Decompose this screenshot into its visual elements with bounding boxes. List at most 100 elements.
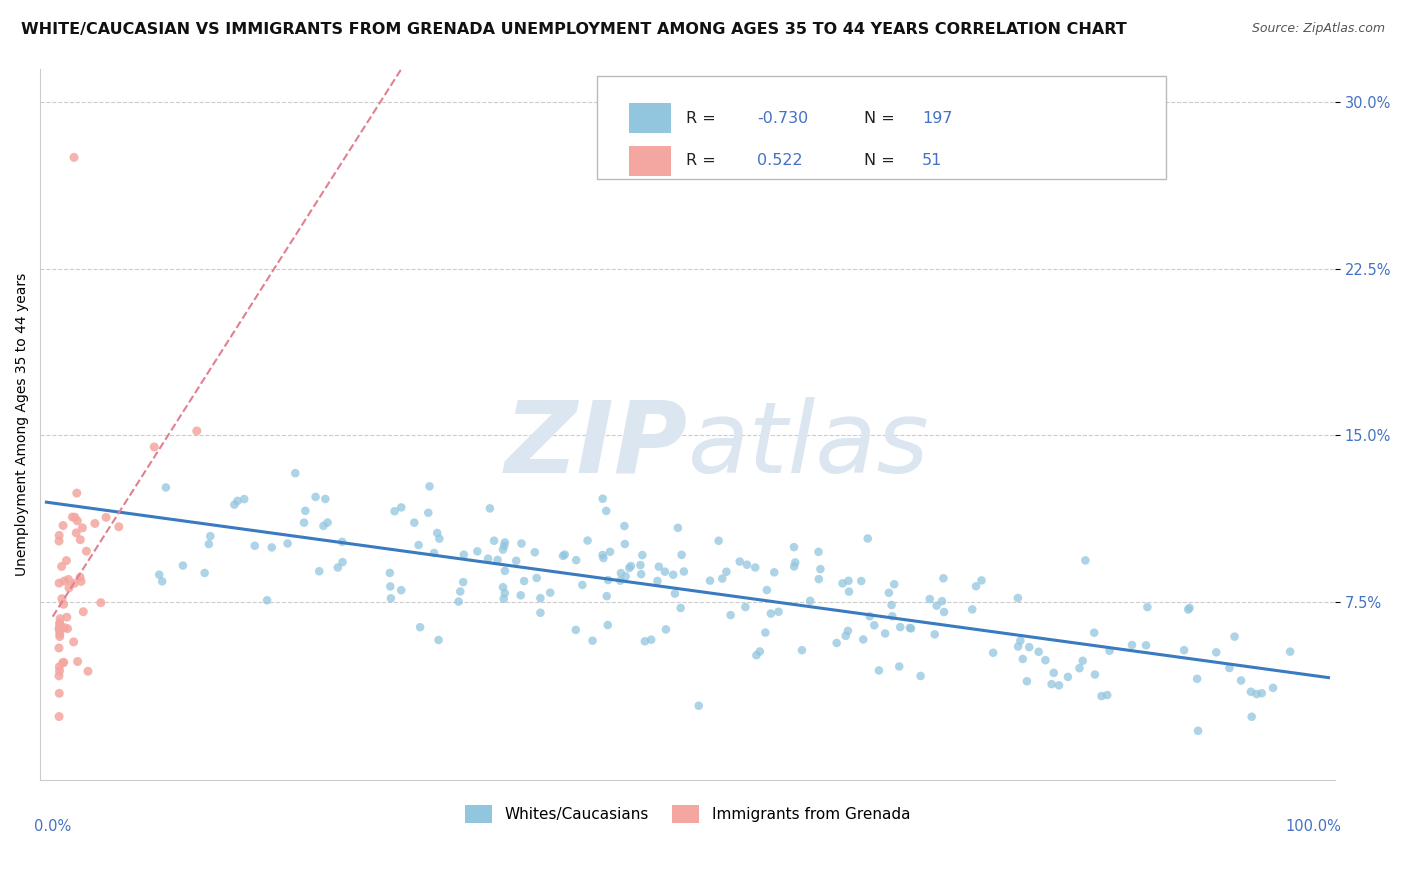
Point (655, 623, 678, 637)
Point (90, 596, 112, 610)
Point (316, 516, 339, 530)
Point (576, 533, 599, 548)
Text: 0.522: 0.522 (758, 153, 803, 169)
Point (186, 424, 208, 438)
Point (526, 571, 548, 585)
Point (494, 586, 516, 600)
Point (70, 574, 93, 589)
Point (707, 533, 730, 548)
Point (720, 608, 742, 623)
Point (596, 573, 619, 587)
Point (94, 510, 117, 524)
Point (1084, 667, 1107, 681)
Point (662, 567, 685, 582)
Point (378, 566, 401, 580)
Point (640, 632, 662, 647)
Point (513, 574, 536, 588)
Point (883, 577, 905, 591)
Point (312, 519, 335, 533)
Point (960, 602, 983, 616)
Point (554, 548, 576, 562)
Point (592, 551, 614, 566)
Point (409, 620, 432, 634)
Point (924, 627, 946, 641)
Point (1136, 600, 1159, 615)
Point (384, 504, 406, 518)
Point (932, 571, 955, 585)
Point (734, 600, 756, 615)
Point (314, 491, 336, 506)
Point (688, 698, 710, 713)
Point (449, 584, 471, 599)
Point (666, 521, 689, 535)
Point (837, 624, 859, 638)
Point (63, 510, 86, 524)
Point (48, 621, 70, 635)
Point (810, 562, 832, 576)
Point (56, 622, 79, 636)
Point (477, 551, 499, 566)
Point (389, 583, 412, 598)
Point (1015, 674, 1038, 689)
Point (1246, 687, 1268, 701)
Point (52, 656, 75, 670)
Legend: Whites/Caucasians, Immigrants from Grenada: Whites/Caucasians, Immigrants from Grena… (458, 799, 917, 829)
Point (599, 545, 621, 559)
Point (1071, 654, 1094, 668)
Point (1090, 689, 1112, 703)
Point (735, 558, 758, 572)
Point (754, 625, 776, 640)
Point (48, 534, 70, 549)
Point (1173, 643, 1195, 657)
Point (1074, 553, 1097, 567)
Point (1240, 710, 1263, 724)
Point (492, 591, 515, 606)
Point (226, 494, 249, 508)
Point (571, 578, 593, 592)
FancyBboxPatch shape (596, 76, 1167, 178)
Point (763, 566, 786, 580)
Point (62, 510, 84, 524)
Point (699, 574, 721, 588)
Point (1047, 678, 1070, 692)
Point (538, 585, 561, 599)
Text: Source: ZipAtlas.com: Source: ZipAtlas.com (1251, 22, 1385, 36)
Point (148, 567, 170, 582)
Point (48, 528, 70, 542)
Point (825, 636, 848, 650)
Point (418, 506, 440, 520)
Point (1185, 672, 1208, 686)
Point (613, 519, 636, 533)
Y-axis label: Unemployment Among Ages 35 to 44 years: Unemployment Among Ages 35 to 44 years (15, 272, 30, 575)
Point (748, 644, 770, 658)
Point (1007, 640, 1029, 654)
Point (932, 605, 955, 619)
Point (478, 501, 501, 516)
Point (233, 492, 256, 507)
Point (882, 609, 904, 624)
Point (150, 574, 173, 589)
Point (48, 669, 70, 683)
Point (1177, 602, 1199, 616)
Point (423, 546, 446, 560)
Point (981, 646, 1004, 660)
Point (716, 565, 738, 579)
Point (863, 618, 886, 632)
Point (970, 574, 993, 588)
Point (889, 620, 911, 634)
Point (592, 491, 614, 506)
Point (69, 533, 91, 547)
Text: N =: N = (863, 111, 894, 126)
Point (596, 618, 619, 632)
Point (510, 536, 533, 550)
Point (529, 606, 551, 620)
Point (783, 540, 806, 554)
Point (48, 576, 70, 591)
Point (565, 553, 588, 567)
Point (48, 617, 70, 632)
Point (304, 490, 326, 504)
Point (1035, 653, 1057, 667)
Point (759, 607, 782, 621)
Point (596, 589, 619, 603)
Point (48, 640, 70, 655)
